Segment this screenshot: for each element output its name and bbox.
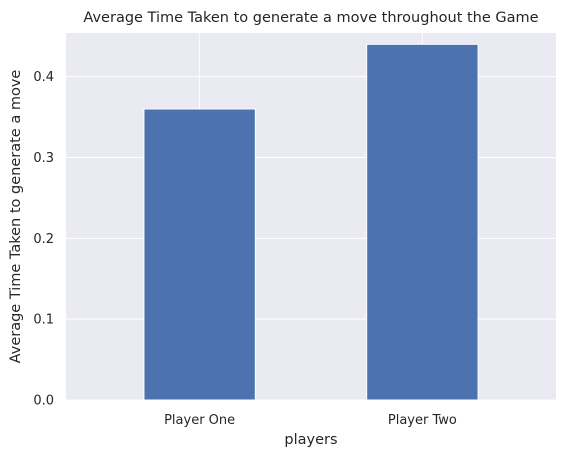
x-axis-ticks: Player One Player Two xyxy=(164,413,457,428)
y-axis-ticks: 0.0 0.1 0.2 0.3 0.4 xyxy=(33,70,54,408)
bar-player-two xyxy=(366,43,479,401)
y-tick-label: 0.3 xyxy=(33,151,54,166)
y-tick-label: 0.2 xyxy=(33,232,54,247)
y-tick-label: 0.1 xyxy=(33,313,54,328)
plot-area xyxy=(66,33,556,400)
bar-player-one xyxy=(143,108,256,401)
x-axis-label: players xyxy=(284,432,337,448)
chart-title: Average Time Taken to generate a move th… xyxy=(83,10,538,26)
x-tick-label: Player One xyxy=(164,413,235,428)
y-axis-label: Average Time Taken to generate a move xyxy=(8,70,24,364)
x-tick-label: Player Two xyxy=(388,413,457,428)
bars xyxy=(143,43,479,401)
y-tick-label: 0.0 xyxy=(33,394,54,409)
y-tick-label: 0.4 xyxy=(33,70,54,85)
